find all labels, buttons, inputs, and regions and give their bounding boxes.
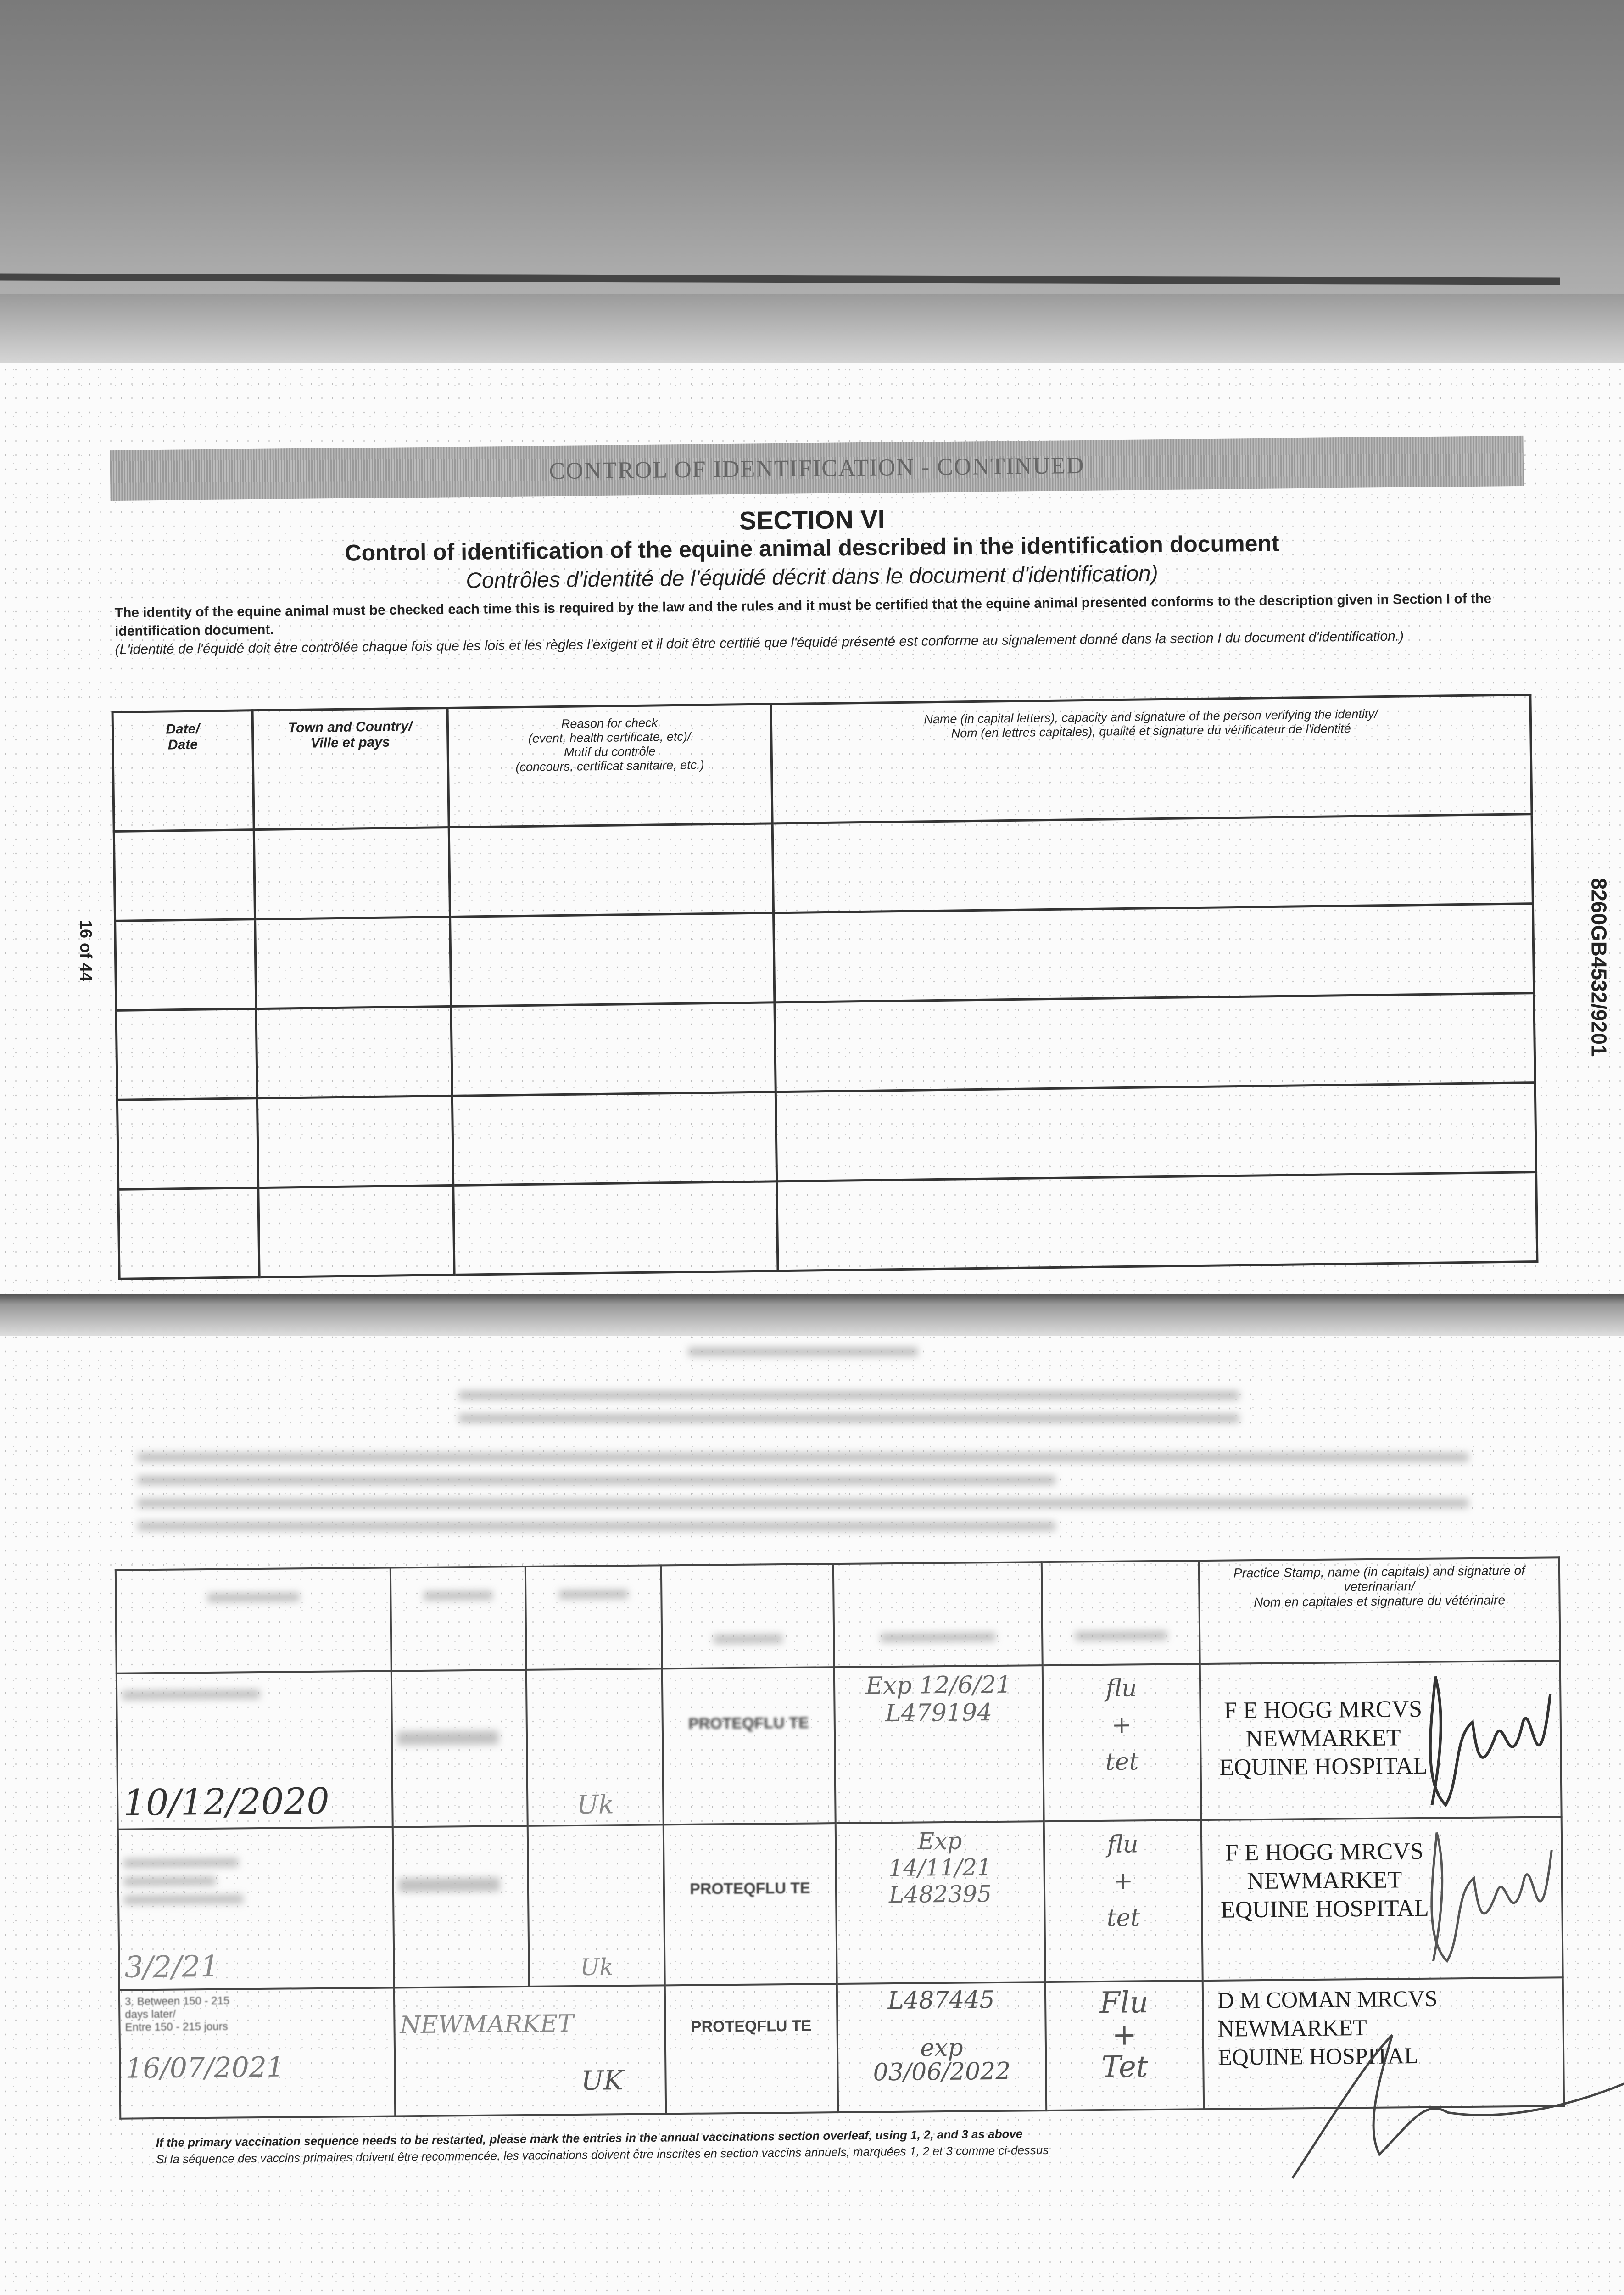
country: Uk <box>580 1954 614 1981</box>
cell[interactable] <box>114 829 255 921</box>
cell[interactable] <box>452 1092 777 1186</box>
vet-cell[interactable]: F E HOGG MRCVS NEWMARKET EQUINE HOSPITAL <box>1201 1817 1563 1981</box>
disease-cell[interactable]: flu + tet <box>1044 1820 1203 1982</box>
cell[interactable] <box>453 1181 778 1275</box>
blurred-heading <box>459 1391 1239 1400</box>
blurred-text <box>138 1522 1055 1531</box>
page-shadow <box>0 294 1624 367</box>
table-row <box>114 814 1533 921</box>
header-town: Town and Country/ Ville et pays <box>252 708 449 830</box>
cell[interactable] <box>257 1096 453 1188</box>
table-header-row: Date/ Date Town and Country/ Ville et pa… <box>112 694 1532 832</box>
cell[interactable] <box>118 1187 260 1279</box>
place-country-cell[interactable]: NEWMARKET UK <box>394 1985 666 2116</box>
header-vet: Practice Stamp, name (in capitals) and s… <box>1199 1557 1560 1664</box>
cell[interactable] <box>776 1082 1536 1181</box>
page-number: 16 of 44 <box>77 919 96 982</box>
blurred-header <box>390 1566 526 1671</box>
blurred-text <box>138 1476 1055 1485</box>
cell[interactable] <box>255 917 451 1009</box>
vaccination-table: Practice Stamp, name (in capitals) and s… <box>115 1556 1624 2179</box>
batch-cell[interactable]: L487445 exp 03/06/2022 <box>837 1982 1047 2113</box>
signature <box>1429 1676 1552 1808</box>
country-cell[interactable]: Uk <box>526 1668 664 1826</box>
vaccine: PROTEQFLU TE <box>691 2017 812 2036</box>
vaccine: PROTEQFLU TE <box>690 1879 810 1898</box>
vaccine-cell[interactable]: PROTEQFLU TE <box>664 1984 838 2114</box>
blurred-header <box>525 1565 662 1670</box>
disease-cell[interactable]: flu + tet <box>1042 1664 1201 1822</box>
signature <box>1291 2034 1624 2179</box>
table-row <box>118 1172 1537 1279</box>
table-row: 3/2/21 Uk PROTEQFLU TE Exp 14/11/21 L482… <box>117 1817 1563 1990</box>
blurred-heading <box>688 1347 918 1356</box>
banner-text: CONTROL OF IDENTIFICATION - CONTINUED <box>549 452 1085 484</box>
cell[interactable] <box>115 919 256 1011</box>
cell[interactable] <box>449 823 774 917</box>
cell[interactable] <box>776 1172 1537 1271</box>
vet-cell[interactable]: F E HOGG MRCVS NEWMARKET EQUINE HOSPITAL <box>1200 1661 1562 1820</box>
table-row: 3. Between 150 - 215 days later/ Entre 1… <box>119 1977 1624 2179</box>
header-name: Name (in capital letters), capacity and … <box>770 694 1532 823</box>
cell[interactable] <box>254 827 450 919</box>
blurred-header <box>1041 1561 1200 1666</box>
country-cell[interactable]: Uk <box>527 1825 665 1987</box>
cell[interactable] <box>774 993 1535 1092</box>
cell[interactable] <box>117 1098 258 1190</box>
place-cell[interactable] <box>391 1669 528 1827</box>
date-cell[interactable]: 3/2/21 <box>117 1827 394 1990</box>
country: UK <box>581 2065 624 2096</box>
vaccine-cell[interactable]: PROTEQFLU TE <box>662 1667 836 1825</box>
table-row <box>117 1082 1536 1190</box>
disease-cell[interactable]: Flu + Tet <box>1045 1981 1204 2111</box>
batch-cell[interactable]: Exp 12/6/21 L479194 <box>834 1665 1044 1824</box>
blurred-text <box>138 1499 1468 1508</box>
place: NEWMARKET <box>400 2010 574 2039</box>
header-date: Date/ Date <box>112 710 254 832</box>
cell[interactable] <box>258 1185 455 1277</box>
place-cell[interactable] <box>392 1825 529 1988</box>
cell[interactable] <box>116 1008 257 1100</box>
signature <box>1430 1832 1553 1963</box>
batch-cell[interactable]: Exp 14/11/21 L482395 <box>835 1821 1045 1984</box>
cell[interactable] <box>256 1006 452 1098</box>
blurred-header <box>833 1562 1043 1668</box>
cell[interactable] <box>773 903 1534 1002</box>
dose-label: 3. Between 150 - 215 days later/ Entre 1… <box>124 1994 230 2034</box>
table-row <box>115 903 1534 1011</box>
table-header-row: Practice Stamp, name (in capitals) and s… <box>115 1557 1560 1674</box>
page-fold <box>0 1294 1624 1336</box>
blurred-text <box>138 1453 1468 1462</box>
cell[interactable] <box>451 1002 776 1096</box>
blurred-header <box>115 1567 391 1674</box>
date: 3/2/21 <box>124 1949 219 1985</box>
date: 10/12/2020 <box>123 1780 330 1824</box>
table-row <box>116 993 1535 1100</box>
identity-check-table: Date/ Date Town and Country/ Ville et pa… <box>112 694 1539 1280</box>
blurred-heading <box>459 1414 1239 1423</box>
cell[interactable] <box>772 814 1533 913</box>
header-reason: Reason for check (event, health certific… <box>447 704 773 828</box>
vaccine-cell[interactable]: PROTEQFLU TE <box>663 1823 837 1986</box>
cell[interactable] <box>450 912 775 1007</box>
blurred-header <box>661 1564 834 1669</box>
document-number: 8260GB4532/9201 <box>1587 878 1611 1057</box>
date-cell[interactable]: 3. Between 150 - 215 days later/ Entre 1… <box>119 1987 396 2119</box>
vet-cell[interactable]: D M COMAN MRCVS NEWMARKET EQUINE HOSPITA… <box>1202 1977 1624 2179</box>
table-row: 10/12/2020 Uk PROTEQFLU TE Exp 12/6/21 L… <box>116 1661 1562 1830</box>
country: Uk <box>576 1790 614 1820</box>
date-cell[interactable]: 10/12/2020 <box>116 1671 393 1830</box>
date: 16/07/2021 <box>125 2051 285 2085</box>
vaccine: PROTEQFLU TE <box>688 1714 809 1733</box>
